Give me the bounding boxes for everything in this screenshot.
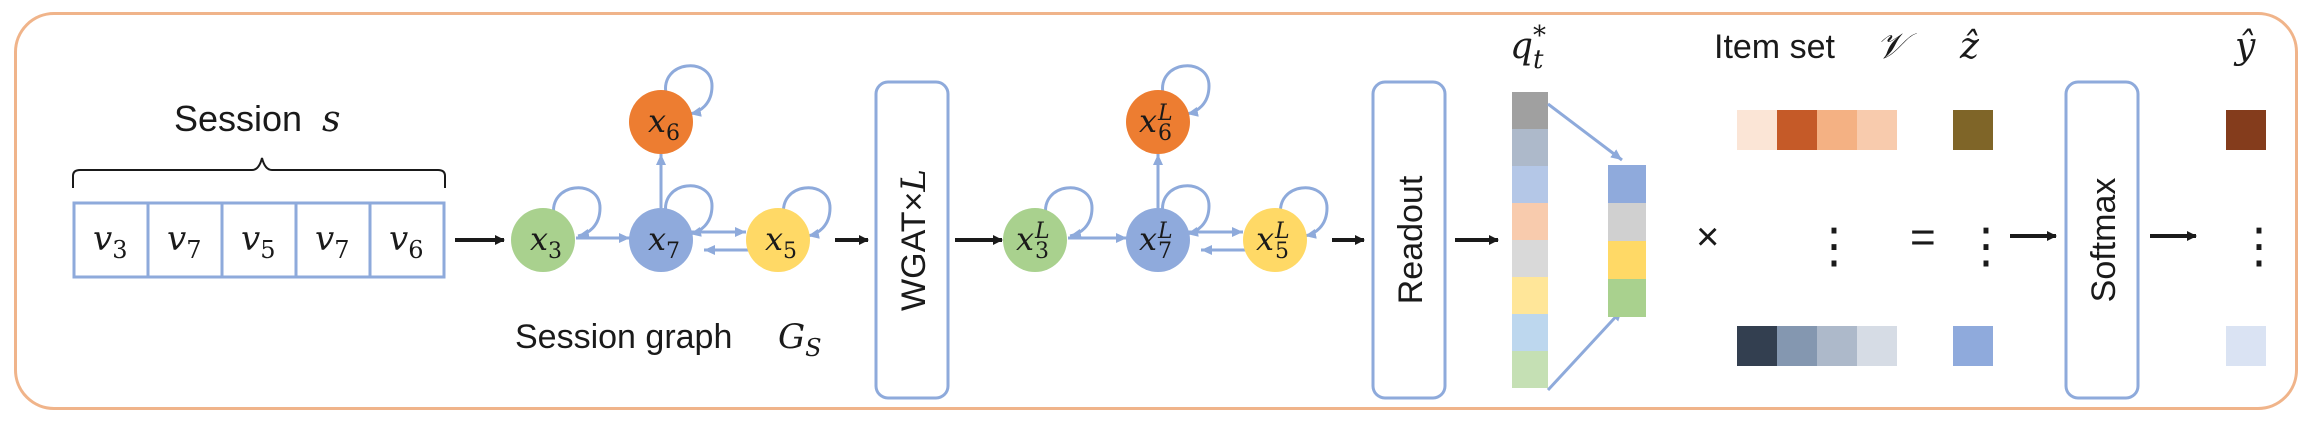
self-loop-edge xyxy=(1044,186,1094,239)
graph-node xyxy=(1126,208,1190,272)
node-label: x7 xyxy=(648,220,680,264)
readout-label: Readout xyxy=(1392,175,1430,304)
wgat-label: WGAT×L xyxy=(894,169,934,311)
pooled-cell xyxy=(1608,279,1646,317)
node-label: x6 xyxy=(648,102,680,146)
y-hat-bottom xyxy=(2226,326,2266,366)
session-cell: v5 xyxy=(241,219,276,264)
outer-frame xyxy=(14,12,2298,410)
output-graph: xL 3 xL 7 xL 5 xL 6 xyxy=(1003,64,1329,272)
item-set-title: Item set 𝒱 xyxy=(1714,26,1917,67)
y-hat-label: ŷ xyxy=(2233,26,2256,67)
node-label: xL 3 xyxy=(1016,219,1050,264)
self-loop-edge xyxy=(664,184,714,237)
item-cell xyxy=(1777,110,1817,150)
item-set-var: 𝒱 xyxy=(1876,26,1917,67)
item-dots: ⋮ xyxy=(1810,220,1858,273)
item-embedding-row xyxy=(1737,110,1897,150)
q-label: q* t xyxy=(1510,21,1546,75)
q-embedding-cell xyxy=(1512,277,1548,314)
session-brace xyxy=(72,157,446,188)
self-loop-edge xyxy=(1161,184,1211,237)
node-label: xL 6 xyxy=(1139,101,1173,146)
item-embedding-row xyxy=(1737,326,1897,366)
item-set-label: Item set xyxy=(1714,28,1835,66)
q-embedding-cell xyxy=(1512,92,1548,129)
q-embedding-column xyxy=(1512,92,1548,388)
node-label: xL 7 xyxy=(1139,219,1173,264)
z-hat-label: ẑ xyxy=(1959,26,1980,67)
pooled-cell xyxy=(1608,241,1646,279)
node-label: xL 5 xyxy=(1256,219,1290,264)
self-loop-edge xyxy=(1279,186,1329,239)
pooled-cell xyxy=(1608,203,1646,241)
pooled-cell xyxy=(1608,165,1646,203)
session-graph-label: Session graph xyxy=(515,318,732,356)
graph-node xyxy=(1003,208,1067,272)
z-hat-top xyxy=(1953,110,1993,150)
z-hat-bottom xyxy=(1953,326,1993,366)
item-cell xyxy=(1857,326,1897,366)
y-hat-dots: ⋮ xyxy=(2235,220,2283,273)
q-embedding-cell xyxy=(1512,314,1548,351)
session-label: Session xyxy=(174,98,302,139)
self-loop-edge xyxy=(1161,64,1211,117)
item-cell xyxy=(1777,326,1817,366)
softmax-label: Softmax xyxy=(2085,178,2123,303)
session-cell: v7 xyxy=(167,219,202,264)
session-cell: v6 xyxy=(389,219,424,264)
q-embedding-cell xyxy=(1512,129,1548,166)
q-embedding-cell xyxy=(1512,240,1548,277)
self-loop-edge xyxy=(664,64,714,117)
graph-node xyxy=(629,208,693,272)
self-loop-edge xyxy=(552,186,602,239)
q-embedding-cell xyxy=(1512,166,1548,203)
item-cell xyxy=(1737,326,1777,366)
y-hat-top xyxy=(2226,110,2266,150)
node-label: x3 xyxy=(530,220,562,264)
readout-block xyxy=(1371,80,1447,400)
pool-edge xyxy=(1547,102,1623,162)
session-graph-caption: Session graph GS xyxy=(515,317,822,362)
session-cell: v3 xyxy=(93,219,128,264)
softmax-block xyxy=(2064,80,2140,400)
session-title: Session s xyxy=(174,98,340,140)
session-graph-var: GS xyxy=(778,317,822,362)
node-label: x5 xyxy=(765,220,797,264)
times-symbol: × xyxy=(1696,215,1719,259)
graph-node xyxy=(629,90,693,154)
session-cell: v7 xyxy=(315,219,350,264)
graph-node xyxy=(511,208,575,272)
item-cell xyxy=(1817,326,1857,366)
graph-node xyxy=(746,208,810,272)
pooled-vector xyxy=(1608,165,1646,317)
q-embedding-cell xyxy=(1512,351,1548,388)
item-cell xyxy=(1737,110,1777,150)
z-hat-dots: ⋮ xyxy=(1962,220,2010,273)
item-cell xyxy=(1817,110,1857,150)
item-cell xyxy=(1857,110,1897,150)
graph-node xyxy=(1126,90,1190,154)
graph-node xyxy=(1243,208,1307,272)
q-embedding-cell xyxy=(1512,203,1548,240)
equals-symbol: = xyxy=(1910,213,1936,262)
pool-edge xyxy=(1546,308,1624,392)
session-sequence: v3 v7 v5 v7 v6 xyxy=(72,201,446,279)
session-graph: x3 x7 x5 x6 xyxy=(511,64,832,272)
self-loop-edge xyxy=(782,186,832,239)
wgat-block xyxy=(874,80,950,400)
session-var: s xyxy=(322,99,340,140)
